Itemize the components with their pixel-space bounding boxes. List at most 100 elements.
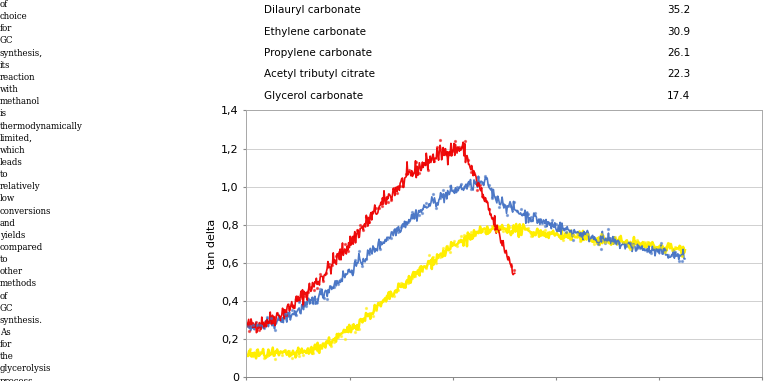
Point [388, 184, 400, 190]
Point [456, 144, 468, 150]
Point [581, 231, 594, 237]
Point [620, 239, 632, 245]
Point [325, 283, 337, 290]
Point [444, 249, 457, 255]
Point [394, 182, 407, 189]
Point [247, 322, 259, 328]
Point [268, 314, 280, 320]
Point [419, 161, 431, 167]
Point [382, 199, 394, 205]
Point [497, 228, 509, 234]
Point [564, 228, 576, 234]
Point [644, 240, 657, 247]
Point [511, 224, 524, 231]
Point [420, 200, 432, 207]
Point [286, 307, 298, 313]
Point [480, 198, 492, 204]
Point [641, 239, 653, 245]
Point [272, 315, 284, 322]
Point [333, 249, 345, 255]
Text: Acetyl tributyl citrate: Acetyl tributyl citrate [264, 69, 376, 79]
Point [465, 186, 477, 192]
Y-axis label: tan delta: tan delta [207, 219, 217, 269]
Point [381, 236, 393, 242]
Point [434, 253, 446, 259]
Point [479, 229, 491, 235]
Point [447, 187, 460, 193]
Point [543, 220, 555, 226]
Point [507, 199, 520, 205]
Point [377, 239, 390, 245]
Point [669, 249, 681, 255]
Point [345, 240, 357, 247]
Point [308, 287, 320, 293]
Point [648, 244, 661, 250]
Point [253, 327, 265, 333]
Point [581, 231, 594, 237]
Point [450, 138, 462, 144]
Point [546, 217, 558, 223]
Point [624, 240, 636, 246]
Point [376, 203, 388, 209]
Point [444, 183, 457, 189]
Point [620, 243, 632, 249]
Point [305, 284, 317, 290]
Point [251, 347, 263, 353]
Point [606, 240, 618, 246]
Point [470, 187, 483, 193]
Point [265, 315, 277, 321]
Point [402, 280, 414, 286]
Point [373, 205, 385, 211]
Point [367, 210, 379, 216]
Point [425, 156, 437, 162]
Point [447, 238, 460, 244]
Point [504, 224, 516, 230]
Text: 26.1: 26.1 [667, 48, 690, 58]
Point [578, 234, 590, 240]
Point [283, 348, 295, 354]
Point [507, 225, 520, 231]
Text: Glycerol carbonate: Glycerol carbonate [264, 91, 363, 101]
Point [363, 311, 376, 317]
Point [638, 246, 650, 252]
Point [391, 287, 403, 293]
Point [265, 349, 277, 355]
Point [360, 256, 372, 262]
Point [311, 285, 323, 291]
Point [507, 267, 520, 273]
Point [409, 273, 421, 279]
Point [413, 170, 425, 176]
Point [293, 297, 305, 303]
Point [431, 144, 444, 150]
Point [539, 223, 551, 229]
Point [290, 312, 302, 318]
Point [641, 248, 653, 254]
Point [521, 225, 534, 231]
Point [602, 226, 614, 232]
Point [564, 236, 576, 242]
Text: 17.4: 17.4 [667, 91, 690, 101]
Point [323, 261, 336, 267]
Point [350, 257, 362, 263]
Point [279, 311, 291, 317]
Point [543, 229, 555, 235]
Point [423, 252, 435, 258]
Point [398, 281, 410, 287]
Point [501, 256, 514, 262]
Point [395, 280, 407, 286]
Point [588, 235, 601, 241]
Point [440, 150, 453, 157]
Point [627, 242, 639, 248]
Point [616, 239, 628, 245]
Point [272, 349, 284, 355]
Point [317, 295, 330, 301]
Point [256, 320, 268, 326]
Point [350, 329, 362, 335]
Text: Dilauryl carbonate: Dilauryl carbonate [264, 5, 361, 15]
Point [360, 214, 373, 220]
Point [567, 237, 580, 243]
Point [546, 229, 558, 235]
Point [326, 262, 339, 268]
Point [310, 296, 323, 302]
Point [494, 225, 506, 231]
